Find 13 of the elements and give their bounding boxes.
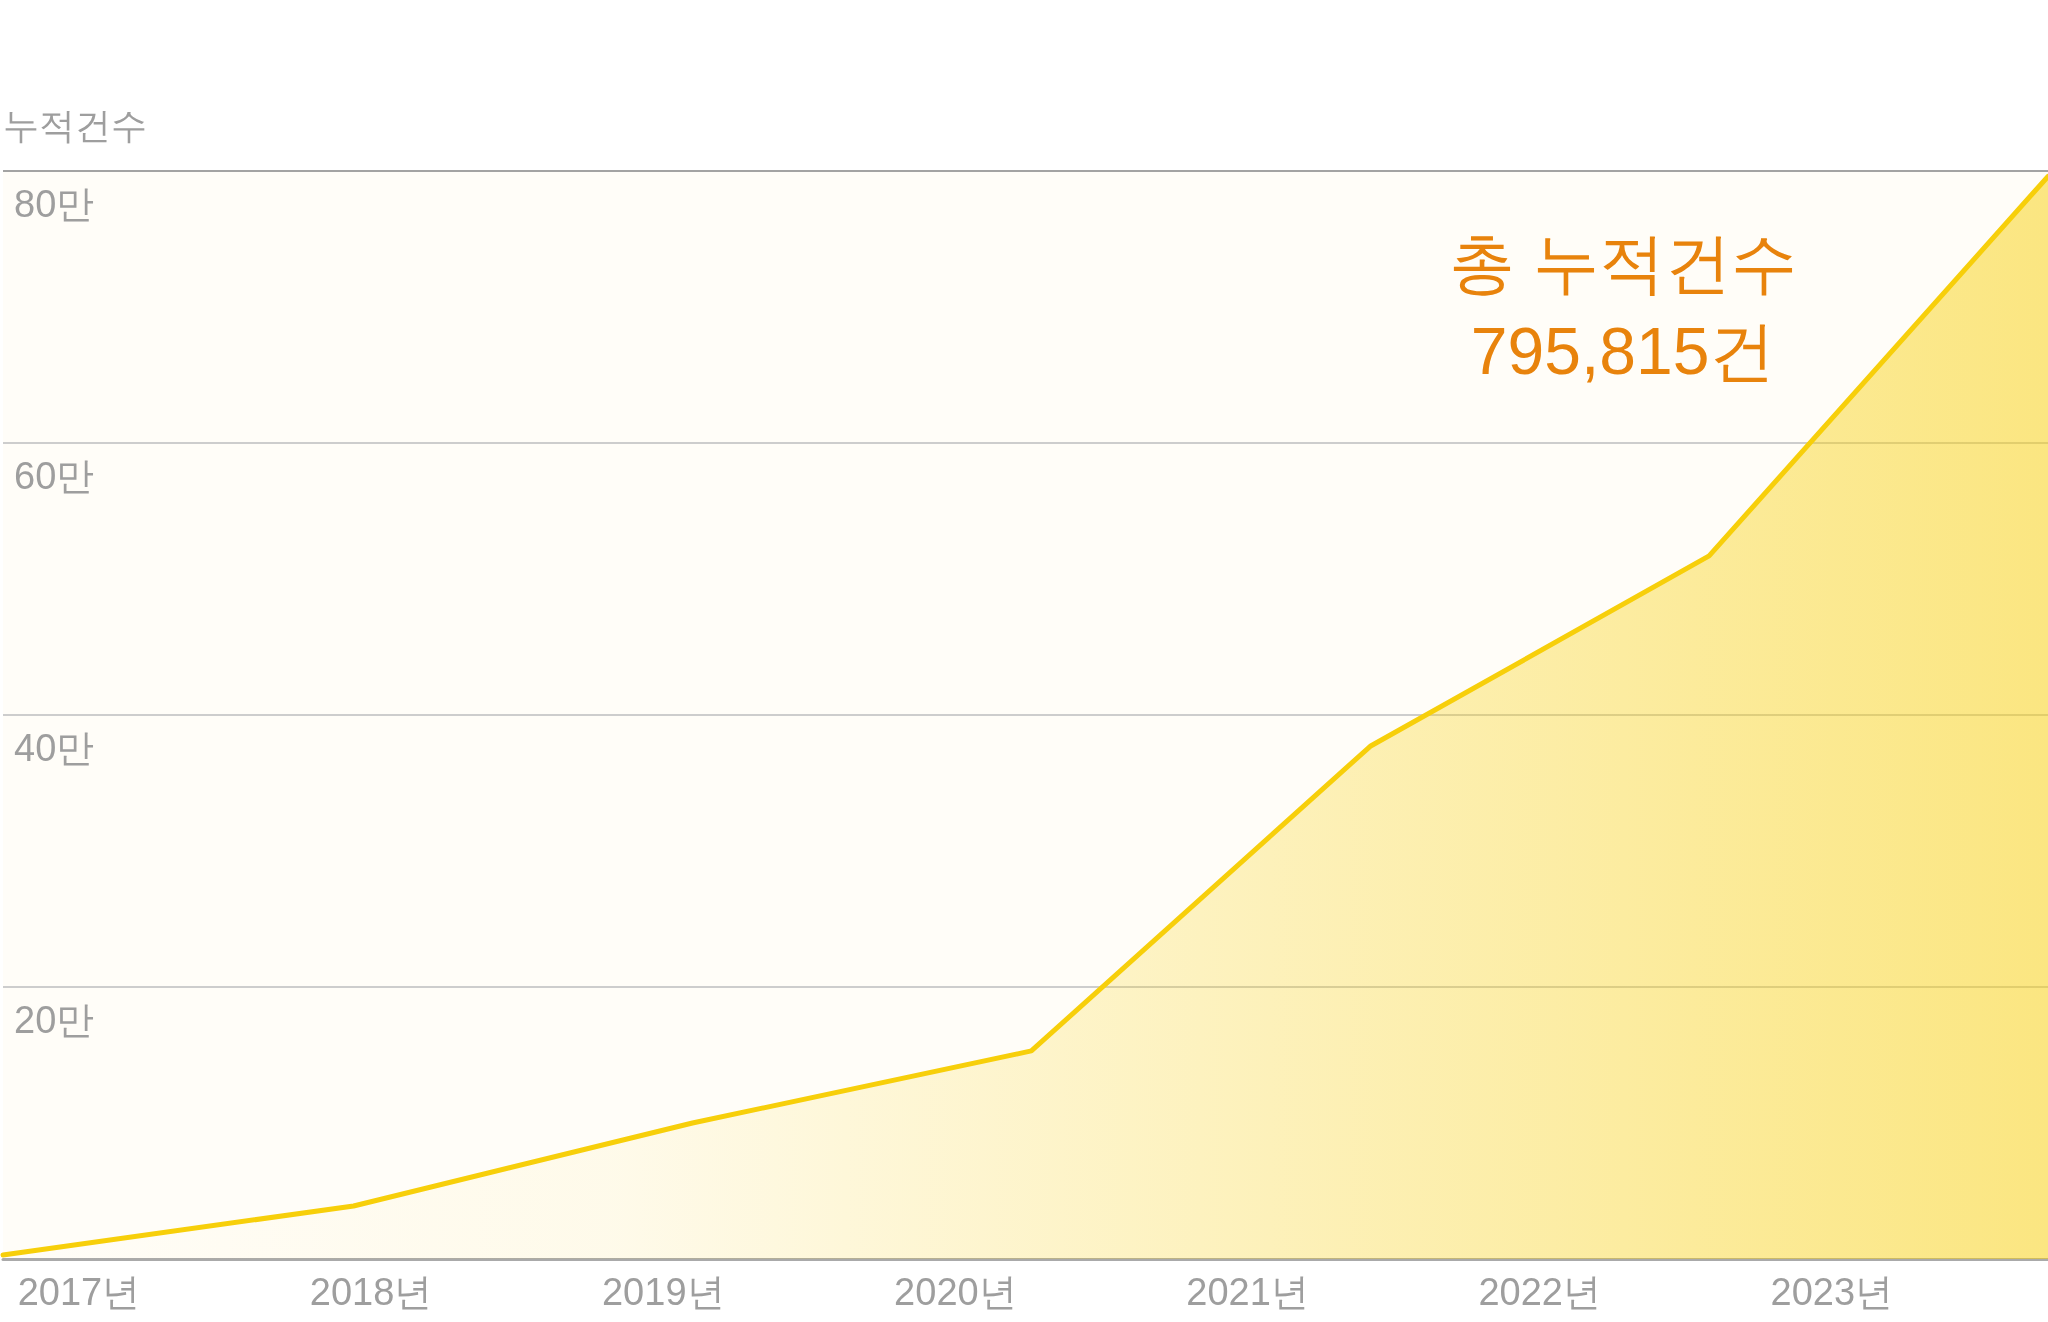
y-tick-label: 60만 (14, 455, 95, 497)
y-tick-label: 80만 (14, 183, 95, 225)
x-tick-label: 2022년 (1478, 1271, 1601, 1313)
x-tick-label: 2020년 (894, 1271, 1017, 1313)
y-tick-label: 40만 (14, 727, 95, 769)
x-tick-label: 2023년 (1770, 1271, 1894, 1313)
annotation: 총 누적건수 795,815건 (1448, 226, 1798, 388)
y-tick-label: 20만 (14, 999, 95, 1041)
x-tick-label: 2019년 (601, 1271, 725, 1313)
y-axis-title: 누적건수 (3, 104, 147, 146)
x-tick-label: 2021년 (1186, 1271, 1309, 1313)
x-tick-label: 2017년 (17, 1271, 141, 1313)
x-tick-label: 2018년 (309, 1271, 433, 1313)
